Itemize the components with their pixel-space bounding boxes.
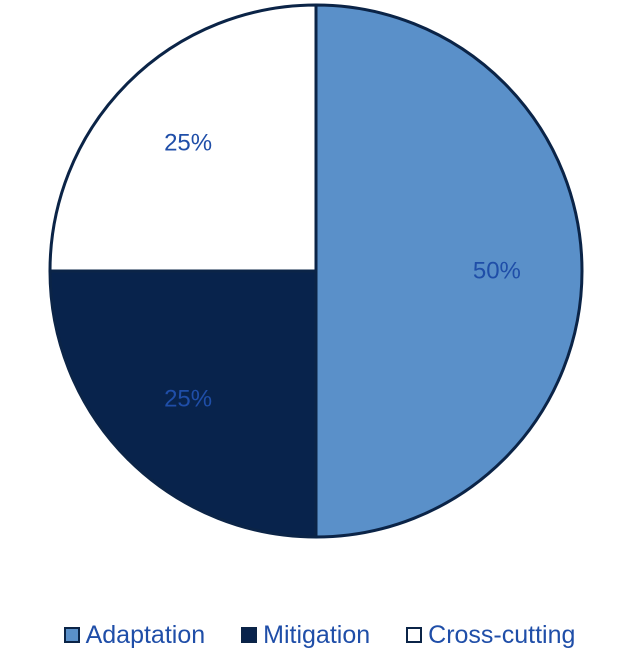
legend-item-cross-cutting: Cross-cutting bbox=[406, 621, 575, 650]
legend-label-cross-cutting: Cross-cutting bbox=[428, 620, 576, 649]
legend-swatch-cross-cutting bbox=[406, 627, 423, 643]
data-label-mitigation: 25% bbox=[164, 385, 212, 412]
legend-swatch-adaptation bbox=[63, 627, 80, 643]
legend-item-adaptation: Adaptation bbox=[63, 620, 206, 650]
chart-legend: Adaptation Mitigation Cross-cutting bbox=[0, 618, 639, 652]
legend-swatch-mitigation bbox=[241, 627, 258, 643]
legend-label-adaptation: Adaptation bbox=[85, 620, 206, 649]
pie-plot-area: 50% 25% 25% bbox=[48, 3, 584, 539]
data-label-adaptation: 50% bbox=[473, 258, 521, 285]
pie-slice-adaptation bbox=[314, 3, 584, 539]
legend-item-mitigation: Mitigation bbox=[241, 621, 370, 650]
legend-label-mitigation: Mitigation bbox=[263, 620, 371, 649]
pie-slice-mitigation bbox=[48, 269, 318, 539]
data-label-cross-cutting: 25% bbox=[164, 130, 212, 157]
pie-slice-cross-cutting bbox=[48, 3, 318, 273]
